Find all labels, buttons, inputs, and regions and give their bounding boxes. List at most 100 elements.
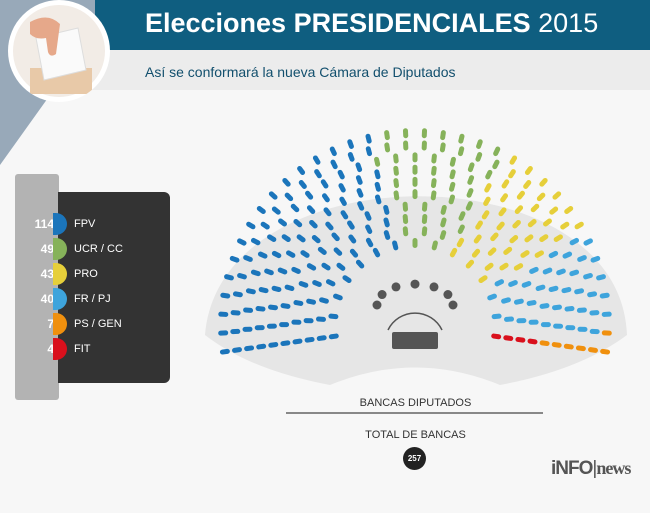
seat: [374, 181, 381, 192]
seat: [372, 247, 381, 258]
seat: [333, 293, 343, 301]
seat: [306, 263, 317, 271]
seat: [365, 146, 373, 157]
seat: [328, 313, 339, 320]
seat: [293, 300, 304, 306]
seat: [320, 179, 329, 189]
seat: [431, 240, 438, 251]
seat: [496, 221, 505, 231]
seat: [539, 177, 548, 187]
seat: [268, 342, 279, 348]
seat: [393, 190, 400, 201]
party-color-dot: [53, 213, 67, 235]
seat: [383, 230, 391, 240]
seat: [535, 284, 546, 292]
seat: [503, 335, 514, 341]
seat: [574, 221, 584, 230]
seat: [278, 218, 287, 227]
legend-label: UCR / CC: [74, 243, 123, 255]
seat: [458, 211, 466, 221]
legend-count: 49: [40, 242, 54, 256]
seat: [321, 193, 330, 203]
seat: [475, 220, 483, 230]
presidency-seat: [372, 300, 382, 310]
seat: [402, 201, 409, 212]
seat: [509, 155, 518, 165]
seat: [245, 288, 256, 295]
seat: [291, 319, 302, 325]
seat: [246, 221, 256, 230]
seat: [513, 263, 524, 271]
seat: [356, 188, 364, 198]
seat: [347, 139, 354, 149]
seat: [483, 196, 491, 206]
seat: [536, 192, 546, 202]
seat: [237, 238, 247, 246]
seat: [230, 328, 241, 335]
seat: [577, 326, 588, 332]
seat: [508, 169, 516, 179]
seat: [500, 193, 509, 203]
seat: [365, 224, 373, 234]
seat: [449, 247, 458, 258]
seat: [347, 220, 355, 230]
seat: [430, 178, 437, 189]
seat: [569, 269, 580, 277]
seat: [596, 274, 606, 281]
seat: [271, 285, 282, 293]
seat: [244, 345, 255, 352]
seat: [271, 250, 282, 259]
seat: [524, 165, 533, 176]
seat: [485, 169, 493, 180]
seat: [465, 259, 475, 269]
seat: [293, 218, 303, 228]
seat: [340, 210, 349, 220]
seats: [218, 128, 612, 355]
seat: [487, 247, 497, 256]
seat: [467, 162, 475, 173]
divider: [286, 412, 543, 414]
seat: [576, 307, 587, 313]
seat: [279, 322, 290, 328]
seat: [260, 221, 270, 230]
seat: [501, 179, 510, 189]
presidency-seats: [372, 279, 458, 310]
seat: [284, 192, 294, 202]
seat: [333, 247, 343, 256]
seat: [280, 340, 291, 347]
seat: [298, 180, 307, 189]
seat: [220, 292, 231, 299]
seat: [271, 206, 281, 215]
seat: [553, 323, 564, 329]
seat: [311, 234, 321, 244]
seat: [524, 234, 534, 243]
seat: [516, 318, 527, 324]
seat: [365, 237, 374, 248]
seat: [421, 214, 428, 224]
seat: [564, 306, 575, 312]
seat: [268, 191, 278, 200]
seat: [383, 204, 390, 215]
seat: [565, 325, 576, 331]
seat: [393, 178, 400, 189]
seat: [384, 142, 391, 153]
seat: [357, 201, 365, 211]
legend-count: 4: [47, 342, 54, 356]
seat: [521, 281, 532, 288]
seat: [431, 165, 437, 176]
seat: [553, 234, 563, 242]
seat: [577, 255, 587, 262]
legend-count-bar: [15, 174, 59, 400]
seat: [232, 291, 243, 298]
legend-item: 43 PRO: [41, 263, 170, 285]
seat: [224, 274, 234, 281]
seat: [264, 268, 274, 276]
seat: [556, 268, 566, 276]
seat: [475, 152, 483, 162]
seat: [601, 311, 612, 317]
seat: [250, 269, 261, 277]
seat: [218, 311, 229, 317]
seat: [534, 250, 544, 258]
total-badge: 257: [403, 447, 426, 470]
seat: [439, 230, 447, 240]
